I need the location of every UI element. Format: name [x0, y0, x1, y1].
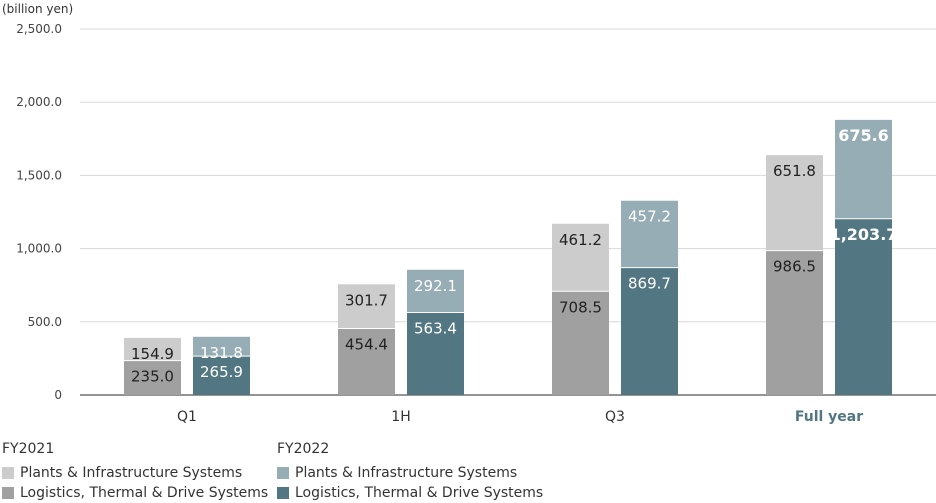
data-label: 292.1 [414, 277, 457, 295]
data-label: 235.0 [131, 368, 174, 386]
data-label: 301.7 [345, 291, 388, 309]
bar-fy2021-plants [338, 284, 395, 329]
legend-label: Logistics, Thermal & Drive Systems [295, 485, 544, 501]
legend-fy2022-plants: Plants & Infrastructure Systems [277, 463, 543, 483]
x-tick-label: Full year [795, 409, 863, 425]
stacked-bar-chart: 0 500.0 1,000.0 1,500.0 2,000.0 2,500.0 235.0… [16, 22, 936, 425]
x-tick-label: Q3 [605, 409, 625, 425]
bar-fy2021-plants [552, 223, 609, 292]
legend-label: Logistics, Thermal & Drive Systems [20, 485, 269, 501]
bar-fy2022-logistics [835, 218, 892, 395]
bar-fy2022-logistics [193, 356, 250, 395]
legend-fy2021-title: FY2021 [2, 441, 55, 457]
bar-fy2022-plants [407, 269, 464, 313]
legend-fy2021-plants: Plants & Infrastructure Systems [2, 463, 268, 483]
x-tick-label: 1H [391, 409, 410, 425]
legend-swatch [277, 487, 289, 499]
y-tick-label: 1,000.0 [16, 242, 62, 256]
legend-swatch [277, 467, 289, 479]
legend-label: Plants & Infrastructure Systems [20, 465, 243, 481]
x-axis-ticks: Q1 1H Q3 Full year [177, 409, 863, 425]
legend-fy2021-logistics: Logistics, Thermal & Drive Systems [2, 483, 268, 503]
y-tick-label: 2,500.0 [16, 22, 62, 36]
legend-fy2021: FY2021 Plants & Infrastructure Systems L… [2, 441, 268, 503]
y-tick-label: 1,500.0 [16, 168, 62, 182]
legend-swatch [2, 467, 14, 479]
data-label: 869.7 [628, 275, 671, 293]
legend-fy2022: FY2022 Plants & Infrastructure Systems L… [277, 441, 543, 503]
bar-fy2021-logistics [124, 360, 181, 395]
data-label: 154.9 [131, 345, 174, 363]
y-tick-label: 0 [54, 388, 62, 402]
y-axis-ticks: 0 500.0 1,000.0 1,500.0 2,000.0 2,500.0 [16, 22, 62, 402]
bar-fy2021-plants [124, 337, 181, 361]
data-label: 675.6 [838, 126, 889, 145]
bar-fy2022-plants [193, 336, 250, 357]
bar-fy2021-logistics [338, 328, 395, 395]
data-label: 265.9 [200, 363, 243, 381]
bar-fy2022-plants [835, 119, 892, 219]
bar-fy2021-logistics [552, 291, 609, 395]
bar-fy2022-logistics [407, 312, 464, 395]
data-label: 454.4 [345, 335, 388, 353]
data-label: 708.5 [559, 298, 602, 316]
legend-fy2022-logistics: Logistics, Thermal & Drive Systems [277, 483, 543, 503]
data-label: 457.2 [628, 208, 671, 226]
data-label: 461.2 [559, 231, 602, 249]
data-label: 563.4 [414, 320, 457, 338]
data-label: 1,203.7 [830, 225, 898, 244]
bar-fy2021-plants [766, 155, 823, 251]
legend-swatch [2, 487, 14, 499]
bar-fy2022-logistics [621, 267, 678, 395]
x-tick-label: Q1 [177, 409, 197, 425]
y-tick-label: 2,000.0 [16, 95, 62, 109]
y-tick-label: 500.0 [28, 315, 62, 329]
data-label: 986.5 [773, 258, 816, 276]
bar-fy2022-plants [621, 200, 678, 268]
data-label: 651.8 [773, 162, 816, 180]
unit-label: (billion yen) [2, 2, 74, 16]
data-label: 131.8 [200, 344, 243, 362]
legend-fy2022-title: FY2022 [277, 441, 330, 457]
bar-fy2021-logistics [766, 250, 823, 395]
legend-label: Plants & Infrastructure Systems [295, 465, 518, 481]
